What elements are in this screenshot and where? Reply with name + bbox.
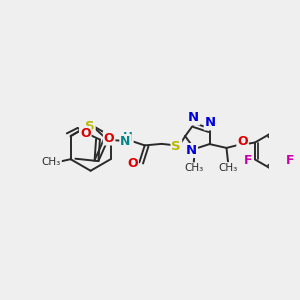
Text: N: N — [186, 144, 197, 157]
Text: F: F — [286, 154, 295, 167]
Text: N: N — [188, 112, 199, 124]
Text: O: O — [80, 127, 91, 140]
Text: CH₃: CH₃ — [184, 163, 203, 173]
Text: O: O — [127, 157, 138, 169]
Text: O: O — [237, 135, 248, 148]
Text: O: O — [104, 131, 115, 145]
Text: F: F — [244, 154, 252, 167]
Text: S: S — [85, 120, 95, 133]
Text: N: N — [120, 135, 131, 148]
Text: N: N — [205, 116, 216, 129]
Text: CH₃: CH₃ — [42, 157, 61, 167]
Text: CH₃: CH₃ — [218, 163, 238, 173]
Text: H: H — [123, 131, 133, 144]
Text: S: S — [172, 140, 181, 153]
